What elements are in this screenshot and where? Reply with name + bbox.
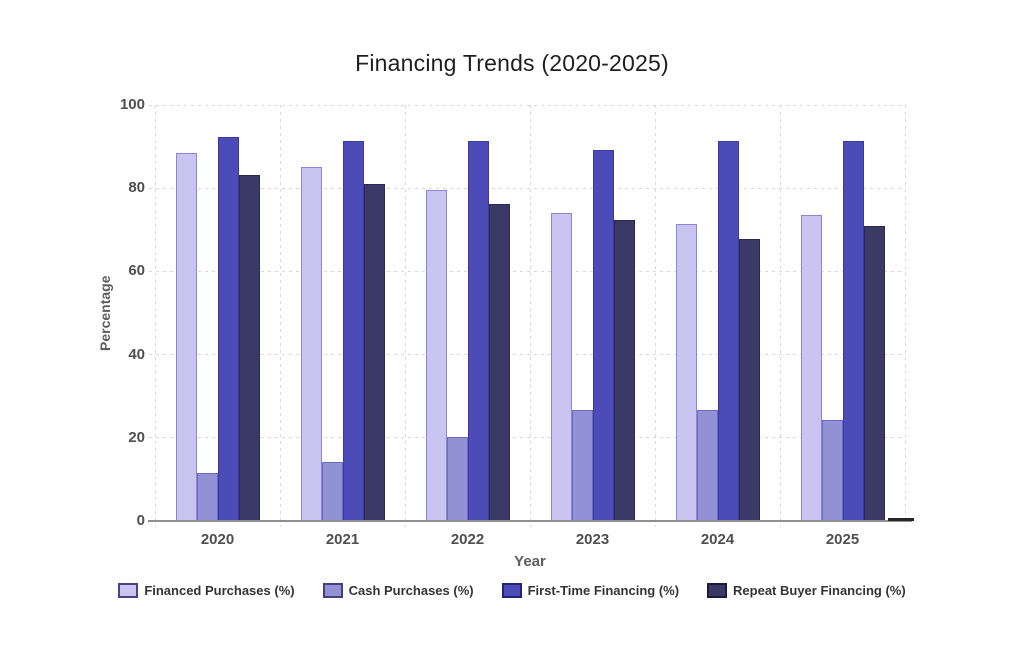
plot-area: 0 20 40 60 80 100 2020 2021 2022 2023 2024 2025 <box>120 96 906 548</box>
x-tick-label: 2021 <box>325 531 360 548</box>
bar-2024-series-2 <box>696 409 718 521</box>
bar-2022-series-3 <box>467 140 489 521</box>
bar-2025-series-3 <box>842 140 864 521</box>
bar-2022-series-2 <box>446 436 468 521</box>
y-tick-label: 40 <box>128 345 145 363</box>
x-tick-label: 2020 <box>200 531 235 548</box>
y-axis-title: Percentage <box>97 275 113 351</box>
bar-2025-series-1 <box>800 215 822 521</box>
x-axis-end-cap <box>888 518 914 521</box>
gridline-vertical <box>404 105 406 527</box>
bar-2025-series-2 <box>821 419 843 521</box>
bar-2020-series-1 <box>175 153 197 521</box>
legend-label: Financed Purchases (%) <box>144 583 295 598</box>
legend-label: Cash Purchases (%) <box>348 583 474 598</box>
x-tick-label: 2024 <box>700 531 735 548</box>
gridline-vertical <box>529 105 531 527</box>
bar-2024-series-4 <box>738 238 760 521</box>
x-tick-label: 2022 <box>450 531 485 548</box>
bar-2024-series-3 <box>717 140 739 521</box>
bar-2022-series-4 <box>488 204 510 521</box>
bar-2024-series-1 <box>675 223 697 521</box>
bar-2021-series-2 <box>321 461 343 521</box>
chart-title: Financing Trends (2020-2025) <box>355 50 669 76</box>
x-axis-line <box>148 519 912 522</box>
legend-label: Repeat Buyer Financing (%) <box>733 583 906 598</box>
legend-item[interactable]: First-Time Financing (%) <box>501 583 680 598</box>
legend-item[interactable]: Financed Purchases (%) <box>118 583 295 598</box>
legend-label: First-Time Financing (%) <box>527 583 680 598</box>
bar-2021-series-1 <box>300 166 322 521</box>
gridline-horizontal <box>149 187 905 189</box>
bar-2021-series-3 <box>342 140 364 521</box>
bar-2021-series-4 <box>363 184 385 521</box>
bar-2020-series-3 <box>217 137 239 521</box>
gridline-vertical <box>779 105 781 527</box>
legend-swatch-icon <box>707 583 728 598</box>
legend: Financed Purchases (%) Cash Purchases (%)… <box>0 583 1024 598</box>
bar-2023-series-1 <box>550 213 572 521</box>
gridline-horizontal <box>149 270 905 272</box>
y-tick-label: 80 <box>128 179 145 197</box>
bar-2023-series-3 <box>592 149 614 521</box>
gridline-vertical <box>654 105 656 527</box>
bar-2022-series-1 <box>425 189 447 521</box>
y-tick-label: 20 <box>128 428 145 446</box>
y-tick-label: 60 <box>128 262 145 280</box>
x-axis-title: Year <box>514 553 546 570</box>
gridline-vertical <box>904 105 906 527</box>
legend-swatch-icon <box>118 583 139 598</box>
legend-swatch-icon <box>322 583 343 598</box>
x-tick-label: 2023 <box>575 531 610 548</box>
bar-2020-series-2 <box>196 473 218 521</box>
gridline-vertical <box>279 105 281 527</box>
legend-swatch-icon <box>501 583 522 598</box>
bar-2020-series-4 <box>238 175 260 521</box>
legend-item[interactable]: Cash Purchases (%) <box>322 583 474 598</box>
x-tick-label: 2025 <box>825 531 860 548</box>
gridline-horizontal <box>149 354 905 356</box>
bar-2025-series-4 <box>863 225 885 521</box>
gridline-vertical <box>154 105 156 527</box>
bar-2023-series-4 <box>613 220 635 521</box>
y-tick-label: 0 <box>136 512 145 529</box>
gridline-horizontal <box>149 104 905 106</box>
gridline-horizontal <box>149 437 905 439</box>
y-tick-label: 100 <box>119 96 145 113</box>
legend-item[interactable]: Repeat Buyer Financing (%) <box>707 583 906 598</box>
bar-2023-series-2 <box>571 409 593 521</box>
